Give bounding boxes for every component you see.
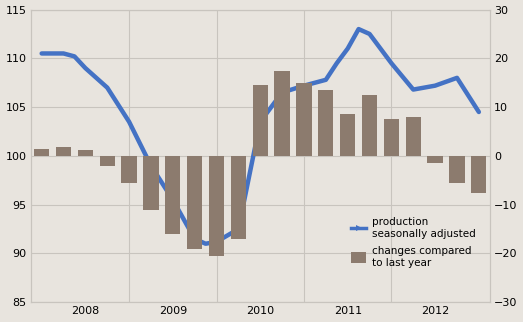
Bar [187,156,202,249]
Bar [384,119,399,156]
Bar [297,83,312,156]
Bar [34,148,49,156]
Bar [121,156,137,183]
Bar [56,147,71,156]
Bar [209,156,224,256]
Bar [471,156,486,193]
Bar [275,71,290,156]
Bar [362,95,377,156]
Bar [340,114,355,156]
Bar [449,156,464,183]
Bar [143,156,158,210]
Bar [253,85,268,156]
Legend: production
seasonally adjusted, changes compared
to last year: production seasonally adjusted, changes … [351,217,475,268]
Bar [99,156,115,166]
Bar [231,156,246,239]
Bar [165,156,180,234]
Bar [406,117,421,156]
Bar [318,90,334,156]
Bar [78,150,93,156]
Bar [427,156,443,163]
